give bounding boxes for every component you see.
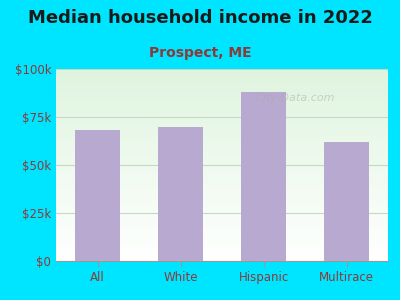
- Bar: [75, 130, 120, 261]
- Bar: [324, 142, 369, 261]
- Text: Median household income in 2022: Median household income in 2022: [28, 9, 372, 27]
- Bar: [158, 127, 203, 261]
- Bar: [241, 92, 286, 261]
- Text: City-Data.com: City-Data.com: [255, 93, 335, 103]
- Text: Prospect, ME: Prospect, ME: [149, 46, 251, 61]
